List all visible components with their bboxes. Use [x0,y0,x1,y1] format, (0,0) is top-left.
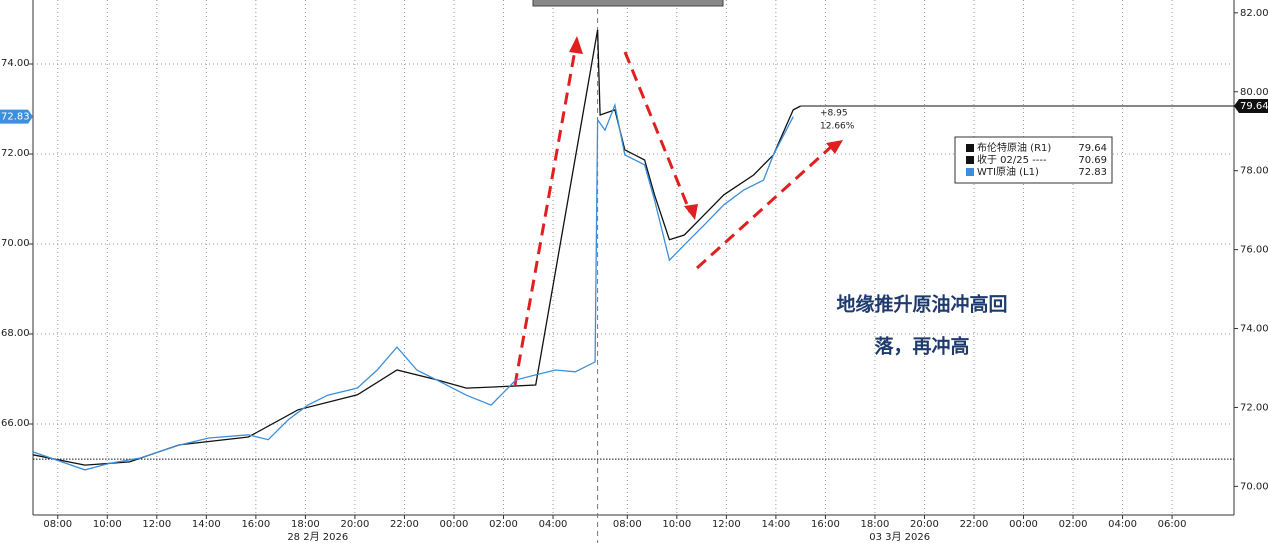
series-line [32,102,794,471]
x-tick-label: 22:00 [390,519,419,530]
x-tick-label: 08:00 [613,519,642,530]
x-tick-label: 00:00 [1009,519,1038,530]
last-value-label: 79.64 [1240,101,1268,112]
legend-swatch [966,156,974,164]
last-value-tag [0,109,33,124]
x-tick-label: 08:00 [43,519,72,530]
x-tick-label: 06:00 [1158,519,1187,530]
change-label: 12.66% [820,122,855,132]
y2-tick-label: 74.00 [1240,324,1268,335]
legend-label: WTI原油 (L1) [977,165,1039,178]
x-tick-label: 14:00 [761,519,790,530]
x-tick-label: 16:00 [241,519,270,530]
y2-tick-label: 78.00 [1240,166,1268,177]
day-label: 03 3月 2026 [869,531,930,543]
x-tick-label: 00:00 [440,519,469,530]
x-tick-label: 20:00 [341,519,370,530]
arrow [623,51,692,213]
day-label: 28 2月 2026 [287,531,348,543]
x-tick-label: 14:00 [192,519,221,530]
legend-swatch [966,144,974,152]
y2-tick-label: 76.00 [1240,245,1268,256]
title-bar [532,0,724,7]
legend-swatch [966,168,974,176]
x-tick-label: 16:00 [811,519,840,530]
legend-label: 布伦特原油 (R1) [977,141,1051,154]
arrow-heads [569,36,843,220]
arrow-head [826,140,843,154]
x-tick-label: 12:00 [142,519,171,530]
y2-tick-label: 82.00 [1240,8,1268,19]
x-tick-label: 20:00 [910,519,939,530]
series-line [32,29,801,466]
y-tick-label: 74.00 [1,58,30,69]
y-tick-label: 68.00 [1,328,30,339]
x-tick-label: 10:00 [93,519,122,530]
x-tick-label: 18:00 [291,519,320,530]
arrow-head [684,204,698,220]
legend-value: 72.83 [1078,167,1107,178]
y-tick-label: 70.00 [1,238,30,249]
y2-tick-label: 80.00 [1240,87,1268,98]
x-tick-label: 22:00 [960,519,989,530]
x-tick-label: 12:00 [712,519,741,530]
legend-value: 79.64 [1078,143,1107,154]
legend: 布伦特原油 (R1) 79.64 收于 02/25 ---- 70.69 WTI原油 (… [954,136,1113,184]
annotation: 地缘推升原油冲高回 [836,293,1007,316]
arrows [513,49,834,386]
y2-tick-label: 72.00 [1240,402,1268,413]
y-tick-label: 72.00 [1,148,30,159]
last-value-tag [1234,98,1268,113]
legend-label: 收于 02/25 ---- [977,153,1047,166]
legend-box [954,136,1113,184]
arrow-head [569,36,583,54]
last-value-label: 72.83 [1,112,30,123]
x-tick-label: 10:00 [662,519,691,530]
y-tick-label: 66.00 [1,418,30,429]
arrow [695,144,834,270]
x-tick-label: 04:00 [539,519,568,530]
x-tick-label: 04:00 [1108,519,1137,530]
y2-tick-label: 70.00 [1240,481,1268,492]
annotation: 落，再冲高 [874,335,969,358]
x-tick-label: 02:00 [1059,519,1088,530]
change-label: +8.95 [820,109,848,119]
x-tick-label: 02:00 [489,519,518,530]
x-tick-label: 18:00 [861,519,890,530]
legend-value: 70.69 [1078,155,1107,166]
